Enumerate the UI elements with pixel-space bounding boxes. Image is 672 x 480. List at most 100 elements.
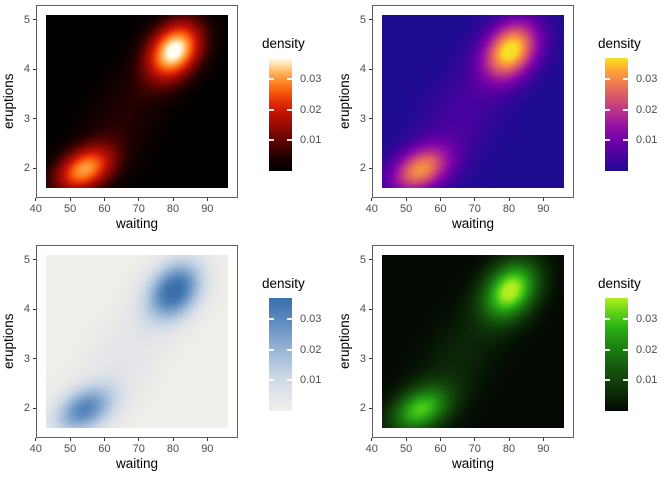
legend-colorbar bbox=[605, 58, 628, 171]
legend-title: density bbox=[598, 276, 641, 291]
x-axis-tick bbox=[508, 438, 510, 441]
x-axis-tick bbox=[508, 198, 510, 201]
legend-tick-mark bbox=[605, 108, 610, 111]
x-axis-tick bbox=[542, 198, 544, 201]
x-tick-label: 40 bbox=[365, 203, 378, 215]
plot-panel bbox=[36, 245, 238, 438]
x-axis-tick bbox=[474, 438, 476, 441]
x-axis-tick bbox=[35, 438, 37, 441]
x-axis-tick bbox=[542, 438, 544, 441]
x-axis-tick bbox=[103, 438, 105, 441]
x-tick-label: 80 bbox=[502, 443, 516, 455]
legend-tick-mark bbox=[623, 348, 628, 351]
x-axis-tick bbox=[405, 198, 407, 201]
y-tick-label: 4 bbox=[23, 303, 30, 316]
x-tick-label: 90 bbox=[201, 203, 214, 215]
y-tick-label: 3 bbox=[359, 352, 366, 365]
x-tick-label: 80 bbox=[166, 203, 180, 215]
x-tick-label: 60 bbox=[98, 443, 111, 455]
legend-tick-mark bbox=[287, 379, 292, 382]
density-plot-cell: eruptions waiting density 40 50 60 70 80 90 5 4… bbox=[0, 240, 336, 480]
legend-tick-mark bbox=[269, 139, 274, 142]
x-tick-label: 70 bbox=[468, 203, 481, 215]
x-axis-tick bbox=[439, 198, 441, 201]
x-axis-tick bbox=[206, 438, 208, 441]
legend-tick-label: 0.03 bbox=[636, 73, 658, 86]
y-tick-label: 4 bbox=[359, 63, 366, 76]
legend-tick-label: 0.03 bbox=[300, 313, 322, 326]
legend-tick-label: 0.02 bbox=[636, 103, 658, 116]
x-tick-label: 50 bbox=[63, 203, 77, 215]
y-tick-label: 3 bbox=[23, 352, 30, 365]
y-axis-tick bbox=[369, 68, 372, 70]
x-axis-tick bbox=[371, 438, 373, 441]
legend-colorbar bbox=[269, 58, 292, 171]
y-axis-tick bbox=[33, 358, 36, 360]
legend-tick-mark bbox=[287, 318, 292, 321]
x-axis-tick bbox=[405, 438, 407, 441]
legend-title: density bbox=[262, 36, 305, 51]
x-tick-label: 50 bbox=[63, 443, 77, 455]
x-axis-tick bbox=[69, 198, 71, 201]
y-tick-label: 2 bbox=[23, 162, 30, 175]
x-axis-tick bbox=[474, 198, 476, 201]
density-plot-cell: eruptions waiting density 40 50 60 70 80 90 5 4… bbox=[336, 0, 672, 240]
legend-tick-mark bbox=[605, 139, 610, 142]
legend-tick-mark bbox=[623, 318, 628, 321]
plot-panel bbox=[372, 245, 574, 438]
legend-tick-label: 0.03 bbox=[300, 73, 322, 86]
legend-tick-mark bbox=[287, 108, 292, 111]
density-raster-canvas bbox=[382, 254, 564, 429]
x-tick-label: 70 bbox=[468, 443, 481, 455]
x-tick-label: 70 bbox=[132, 443, 145, 455]
legend-tick-label: 0.02 bbox=[300, 103, 322, 116]
x-axis-tick bbox=[103, 198, 105, 201]
legend-tick-mark bbox=[269, 379, 274, 382]
y-axis-tick bbox=[33, 19, 36, 21]
x-axis-tick bbox=[35, 198, 37, 201]
x-axis-title: waiting bbox=[451, 456, 495, 471]
x-axis-tick bbox=[439, 438, 441, 441]
x-axis-title: waiting bbox=[115, 456, 159, 471]
y-axis-tick bbox=[369, 407, 372, 409]
density-raster-canvas bbox=[382, 14, 564, 189]
legend-tick-mark bbox=[287, 78, 292, 81]
x-axis-tick bbox=[172, 198, 174, 201]
legend-tick-mark bbox=[287, 348, 292, 351]
legend-tick-mark bbox=[269, 348, 274, 351]
plot-panel bbox=[372, 5, 574, 198]
y-tick-label: 5 bbox=[359, 13, 366, 26]
x-tick-label: 90 bbox=[537, 443, 550, 455]
y-tick-label: 3 bbox=[359, 112, 366, 125]
legend-tick-mark bbox=[605, 78, 610, 81]
x-tick-label: 50 bbox=[399, 203, 413, 215]
density-plot-cell: eruptions waiting density 40 50 60 70 80 90 5 4… bbox=[0, 0, 336, 240]
x-axis-tick bbox=[172, 438, 174, 441]
x-tick-label: 80 bbox=[502, 203, 516, 215]
legend-title: density bbox=[262, 276, 305, 291]
legend-tick-mark bbox=[269, 78, 274, 81]
y-axis-tick bbox=[369, 167, 372, 169]
y-tick-label: 5 bbox=[23, 13, 30, 26]
x-tick-label: 40 bbox=[29, 203, 42, 215]
y-axis-tick bbox=[33, 308, 36, 310]
y-axis-tick bbox=[33, 167, 36, 169]
legend-tick-label: 0.01 bbox=[300, 134, 322, 147]
legend-colorbar bbox=[605, 298, 628, 411]
legend-tick-mark bbox=[623, 108, 628, 111]
legend-tick-mark bbox=[623, 139, 628, 142]
legend-title: density bbox=[598, 36, 641, 51]
plot-panel bbox=[36, 5, 238, 198]
y-axis-tick bbox=[369, 118, 372, 120]
legend-tick-mark bbox=[605, 379, 610, 382]
x-tick-label: 70 bbox=[132, 203, 145, 215]
y-tick-label: 2 bbox=[23, 402, 30, 415]
y-axis-tick bbox=[33, 118, 36, 120]
y-tick-label: 2 bbox=[359, 402, 366, 415]
y-tick-label: 3 bbox=[23, 112, 30, 125]
legend-tick-mark bbox=[605, 318, 610, 321]
legend-tick-mark bbox=[269, 108, 274, 111]
y-tick-label: 5 bbox=[23, 253, 30, 266]
y-axis-tick bbox=[33, 259, 36, 261]
